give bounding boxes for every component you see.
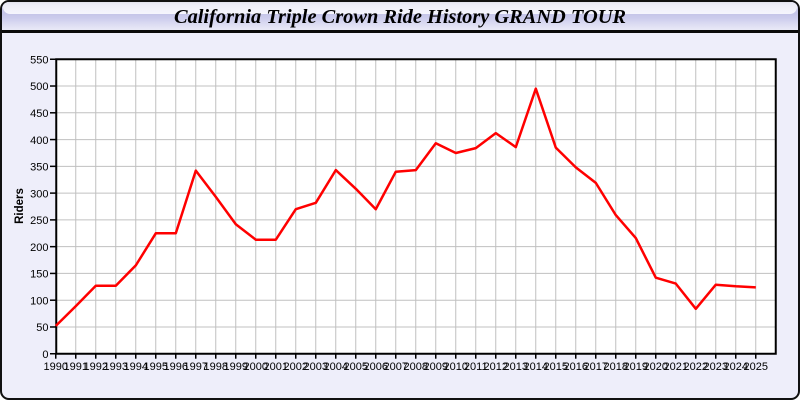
svg-text:550: 550 bbox=[30, 55, 48, 67]
svg-text:1998: 1998 bbox=[204, 361, 228, 373]
svg-text:0: 0 bbox=[42, 349, 48, 361]
svg-text:1991: 1991 bbox=[64, 361, 88, 373]
svg-text:2010: 2010 bbox=[444, 361, 468, 373]
svg-text:2016: 2016 bbox=[564, 361, 588, 373]
svg-text:2012: 2012 bbox=[484, 361, 508, 373]
svg-text:2013: 2013 bbox=[504, 361, 528, 373]
svg-text:2002: 2002 bbox=[284, 361, 308, 373]
svg-text:1999: 1999 bbox=[224, 361, 248, 373]
svg-text:2003: 2003 bbox=[304, 361, 328, 373]
svg-text:1992: 1992 bbox=[84, 361, 108, 373]
svg-text:1993: 1993 bbox=[104, 361, 128, 373]
svg-text:2011: 2011 bbox=[464, 361, 488, 373]
svg-text:2001: 2001 bbox=[264, 361, 288, 373]
svg-text:2008: 2008 bbox=[404, 361, 428, 373]
svg-text:500: 500 bbox=[30, 81, 48, 93]
svg-text:2025: 2025 bbox=[744, 361, 768, 373]
svg-text:2024: 2024 bbox=[724, 361, 748, 373]
svg-text:50: 50 bbox=[36, 322, 48, 334]
svg-text:1996: 1996 bbox=[164, 361, 188, 373]
svg-text:400: 400 bbox=[30, 135, 48, 147]
svg-text:300: 300 bbox=[30, 188, 48, 200]
svg-text:2017: 2017 bbox=[584, 361, 608, 373]
svg-text:200: 200 bbox=[30, 242, 48, 254]
svg-text:250: 250 bbox=[30, 215, 48, 227]
svg-text:2020: 2020 bbox=[644, 361, 668, 373]
svg-text:2005: 2005 bbox=[344, 361, 368, 373]
svg-text:100: 100 bbox=[30, 295, 48, 307]
svg-text:2007: 2007 bbox=[384, 361, 408, 373]
svg-text:1995: 1995 bbox=[144, 361, 168, 373]
svg-text:2014: 2014 bbox=[524, 361, 548, 373]
svg-text:1990: 1990 bbox=[44, 361, 68, 373]
svg-text:2015: 2015 bbox=[544, 361, 568, 373]
svg-text:Riders: Riders bbox=[14, 188, 26, 224]
svg-text:2018: 2018 bbox=[604, 361, 628, 373]
svg-text:2023: 2023 bbox=[704, 361, 728, 373]
svg-text:2006: 2006 bbox=[364, 361, 388, 373]
svg-text:2022: 2022 bbox=[684, 361, 708, 373]
svg-text:2009: 2009 bbox=[424, 361, 448, 373]
svg-text:2004: 2004 bbox=[324, 361, 348, 373]
svg-text:2019: 2019 bbox=[624, 361, 648, 373]
svg-text:2021: 2021 bbox=[664, 361, 688, 373]
svg-text:1994: 1994 bbox=[124, 361, 148, 373]
svg-text:1997: 1997 bbox=[184, 361, 208, 373]
svg-text:350: 350 bbox=[30, 162, 48, 174]
svg-text:150: 150 bbox=[30, 269, 48, 281]
svg-text:2000: 2000 bbox=[244, 361, 268, 373]
svg-text:450: 450 bbox=[30, 108, 48, 120]
